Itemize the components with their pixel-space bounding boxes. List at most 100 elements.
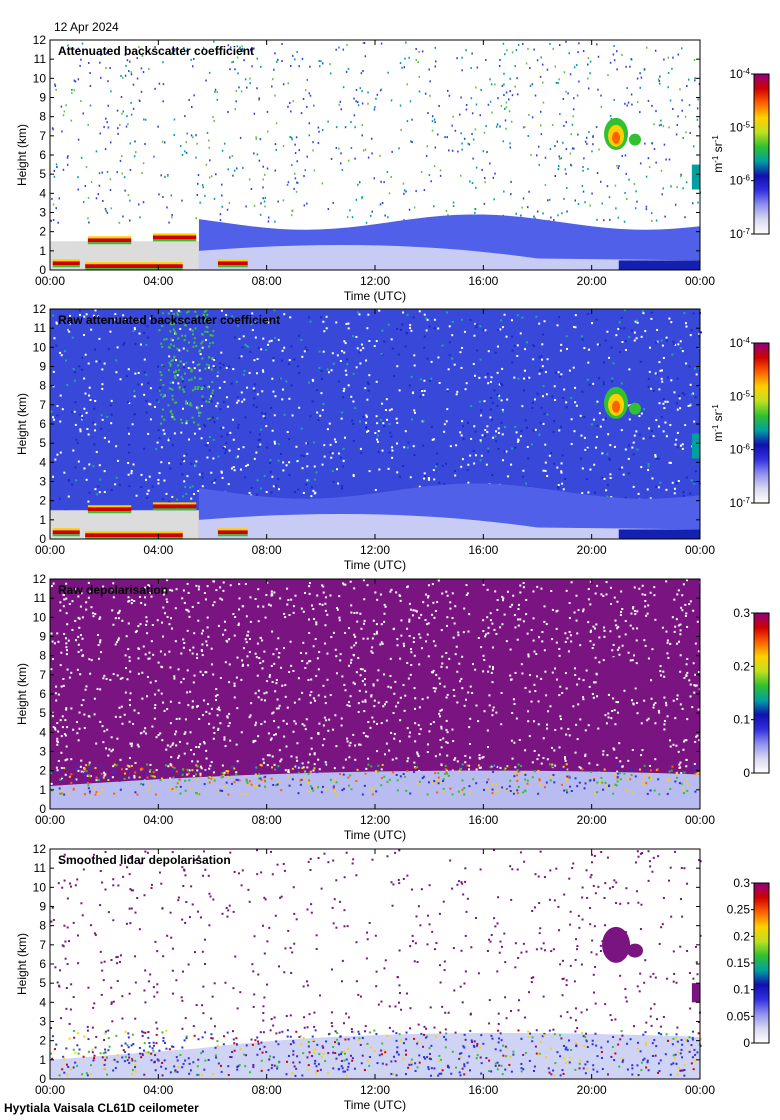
xtick-label: 04:00 [143, 813, 173, 827]
ytick-label: 3 [39, 475, 46, 489]
ytick-label: 2 [39, 1034, 46, 1048]
ytick-label: 9 [39, 360, 46, 374]
colorbar [753, 73, 770, 235]
high-cloud [604, 386, 700, 459]
ytick-label: 11 [34, 52, 47, 66]
xtick-label: 12:00 [360, 813, 390, 827]
colorbar-tick-label: 10-5 [730, 389, 751, 404]
ytick-label: 10 [33, 71, 47, 85]
colorbar-unit: m-1 sr-1 [711, 135, 726, 173]
ytick-label: 12 [33, 33, 47, 47]
y-axis-label: Height (km) [15, 663, 29, 725]
ytick-label: 0 [39, 532, 46, 546]
x-axis-label: Time (UTC) [344, 1098, 406, 1112]
ytick-label: 2 [39, 764, 46, 778]
colorbar-tick-label: 0.05 [727, 1009, 751, 1023]
ytick-label: 5 [39, 976, 46, 990]
heatmap-field [50, 309, 702, 540]
ytick-label: 5 [39, 167, 46, 181]
xtick-label: 16:00 [468, 1083, 498, 1097]
colorbar-tick-label: 10-6 [730, 442, 751, 457]
ytick-label: 7 [39, 398, 46, 412]
high-cloud [602, 656, 700, 733]
x-axis-label: Time (UTC) [344, 558, 406, 572]
xtick-label: 04:00 [143, 543, 173, 557]
colorbar [753, 882, 770, 1044]
ytick-label: 3 [39, 1015, 46, 1029]
colorbar-tick-label: 0 [743, 1036, 750, 1050]
ytick-label: 6 [39, 148, 46, 162]
ytick-label: 1 [39, 244, 46, 258]
y-axis-label: Height (km) [15, 393, 29, 455]
xtick-label: 00:00 [685, 543, 715, 557]
panel-title: Attenuated backscatter coefficient [58, 44, 254, 58]
date-label: 12 Apr 2024 [54, 20, 119, 34]
colorbar-tick-label: 10-7 [730, 227, 751, 242]
ytick-label: 12 [33, 842, 47, 856]
xtick-label: 00:00 [685, 813, 715, 827]
xtick-label: 04:00 [143, 1083, 173, 1097]
ytick-label: 10 [33, 610, 47, 624]
xtick-label: 20:00 [577, 274, 607, 288]
colorbar-tick-label: 0.2 [733, 659, 750, 673]
ytick-label: 1 [39, 513, 46, 527]
ytick-label: 0 [39, 1072, 46, 1086]
xtick-label: 00:00 [35, 543, 65, 557]
heatmap-field [50, 849, 702, 1079]
ytick-label: 9 [39, 91, 46, 105]
ytick-label: 11 [34, 591, 47, 605]
xtick-label: 00:00 [35, 813, 65, 827]
colorbar-tick-label: 0.1 [733, 983, 750, 997]
ytick-label: 4 [39, 455, 46, 469]
ytick-label: 9 [39, 900, 46, 914]
high-cloud [602, 926, 700, 1003]
ytick-label: 4 [39, 725, 46, 739]
ytick-label: 11 [34, 321, 47, 335]
ytick-label: 4 [39, 995, 46, 1009]
panel-title: Smoothed lidar depolarisation [58, 853, 231, 867]
xtick-label: 00:00 [685, 274, 715, 288]
colorbar-tick-label: 0.15 [727, 956, 751, 970]
ytick-label: 5 [39, 436, 46, 450]
ytick-label: 8 [39, 110, 46, 124]
colorbar-tick-label: 10-4 [730, 67, 751, 82]
colorbar-tick-label: 0.3 [733, 876, 750, 890]
xtick-label: 04:00 [143, 274, 173, 288]
xtick-label: 16:00 [468, 543, 498, 557]
ytick-label: 0 [39, 802, 46, 816]
y-axis-label: Height (km) [15, 933, 29, 995]
colorbar-tick-label: 0.2 [733, 929, 750, 943]
colorbar [753, 612, 770, 774]
ytick-label: 4 [39, 186, 46, 200]
xtick-label: 16:00 [468, 813, 498, 827]
xtick-label: 08:00 [252, 1083, 282, 1097]
colorbar-tick-label: 0.3 [733, 606, 750, 620]
ytick-label: 6 [39, 417, 46, 431]
ytick-label: 5 [39, 706, 46, 720]
ytick-label: 7 [39, 129, 46, 143]
xtick-label: 08:00 [252, 274, 282, 288]
ytick-label: 2 [39, 494, 46, 508]
ytick-label: 6 [39, 687, 46, 701]
xtick-label: 20:00 [577, 813, 607, 827]
panel-title: Raw depolarisation [58, 583, 168, 597]
xtick-label: 00:00 [685, 1083, 715, 1097]
xtick-label: 16:00 [468, 274, 498, 288]
x-axis-label: Time (UTC) [344, 828, 406, 842]
plot-background [50, 579, 700, 809]
xtick-label: 12:00 [360, 1083, 390, 1097]
xtick-label: 08:00 [252, 813, 282, 827]
xtick-label: 12:00 [360, 543, 390, 557]
ytick-label: 9 [39, 630, 46, 644]
xtick-label: 20:00 [577, 543, 607, 557]
ytick-label: 1 [39, 783, 46, 797]
ytick-label: 8 [39, 379, 46, 393]
xtick-label: 12:00 [360, 274, 390, 288]
ytick-label: 8 [39, 649, 46, 663]
colorbar-tick-label: 10-6 [730, 173, 751, 188]
xtick-label: 08:00 [252, 543, 282, 557]
